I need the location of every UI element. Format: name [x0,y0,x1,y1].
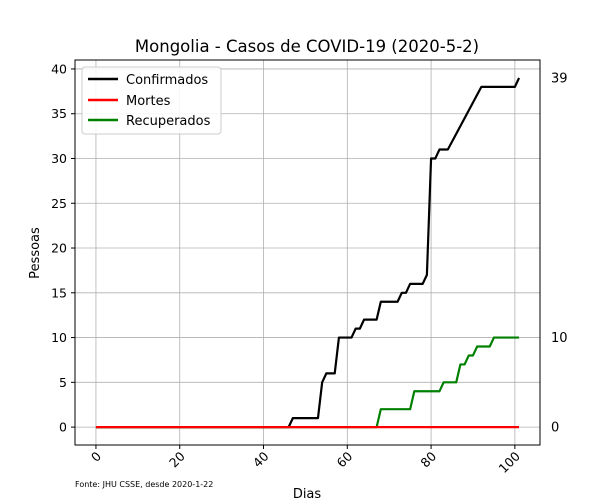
legend: Confirmados Mortes Recuperados [81,66,222,135]
plot-frame [74,59,541,446]
end-label-mortes: 0 [551,421,559,436]
legend-box [81,66,222,135]
chart-title: Mongolia - Casos de COVID-19 (2020-5-2) [135,37,479,56]
legend-label-mortes: Mortes [126,94,171,109]
y-axis: 0 5 10 15 20 25 30 35 40 [51,61,75,435]
y-tick-label-0: 0 [59,420,67,435]
y-tick-label-20: 20 [51,241,67,256]
y-axis-label: Pessoas [28,227,43,279]
series-lines [95,77,521,429]
y-tick-label-10: 10 [51,330,67,345]
source-note: Fonte: JHU CSSE, desde 2020-1-22 [75,480,213,489]
series-line-confirmados [95,77,521,429]
y-tick-label-40: 40 [51,61,67,76]
series-line-recuperados [95,336,520,429]
y-tick-label-35: 35 [51,106,67,121]
end-label-recuperados: 10 [551,331,568,346]
end-label-confirmados: 39 [551,71,568,86]
legend-label-confirmados: Confirmados [126,73,208,88]
y-tick-label-5: 5 [59,375,67,390]
legend-label-recuperados: Recuperados [126,114,211,129]
x-axis-label: Dias [293,487,322,500]
y-tick-label-30: 30 [51,151,67,166]
grid [75,60,540,445]
end-labels: 39 0 10 [551,71,568,435]
y-tick-label-15: 15 [51,285,67,300]
y-tick-label-25: 25 [51,196,67,211]
